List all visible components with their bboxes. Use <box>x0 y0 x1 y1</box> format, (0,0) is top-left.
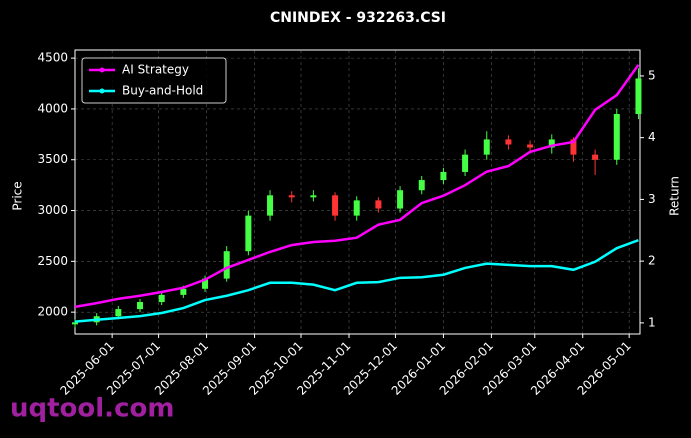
candle-body <box>245 215 252 252</box>
candle-body <box>570 139 577 155</box>
legend-marker <box>99 88 105 94</box>
y-tick-label: 3000 <box>37 203 68 217</box>
candle-body <box>72 322 78 325</box>
y-tick-label: 4000 <box>37 101 68 115</box>
candle-body <box>202 278 209 289</box>
legend-label: AI Strategy <box>122 63 189 77</box>
y-tick-label: 2000 <box>37 305 68 319</box>
y2-tick-label: 4 <box>648 130 656 144</box>
y2-tick-label: 1 <box>648 315 656 329</box>
candle-body <box>548 139 555 148</box>
candle-body <box>180 288 187 295</box>
candle-body <box>440 171 447 181</box>
y2-tick-label: 5 <box>648 68 656 82</box>
candle-body <box>332 195 339 216</box>
y-tick-label: 2500 <box>37 254 68 268</box>
legend-marker <box>99 67 105 73</box>
watermark: uqtool.com <box>10 394 174 424</box>
candle-body <box>115 309 122 317</box>
y-tick-label: 3500 <box>37 152 68 166</box>
candle-body <box>158 294 165 302</box>
candle-body <box>527 144 534 148</box>
candle-body <box>613 114 620 160</box>
candle-body <box>137 301 144 310</box>
y-axis-label: Price <box>11 181 25 210</box>
y2-tick-label: 3 <box>648 192 656 206</box>
y2-axis-label: Return <box>668 176 682 216</box>
candle-body <box>505 139 512 145</box>
candle-body <box>223 251 230 279</box>
plot-frame <box>74 49 641 335</box>
candle-body <box>267 195 274 216</box>
legend-box <box>81 57 227 104</box>
candle-body <box>483 139 490 155</box>
chart-title: CNINDEX - 932263.CSI <box>270 10 446 26</box>
candle-body <box>418 180 425 191</box>
series-line <box>74 64 640 309</box>
candle-body <box>353 200 360 216</box>
candle-body <box>592 154 599 160</box>
legend-label: Buy-and-Hold <box>122 84 203 98</box>
series-line <box>74 238 639 323</box>
candle-body <box>288 195 295 198</box>
candle-body <box>397 190 404 209</box>
y-tick-label: 4500 <box>37 51 68 65</box>
candle-body <box>462 154 469 172</box>
candle-body <box>310 195 317 198</box>
candle-body <box>635 78 642 115</box>
y2-tick-label: 2 <box>648 254 656 268</box>
candle-body <box>375 200 382 209</box>
